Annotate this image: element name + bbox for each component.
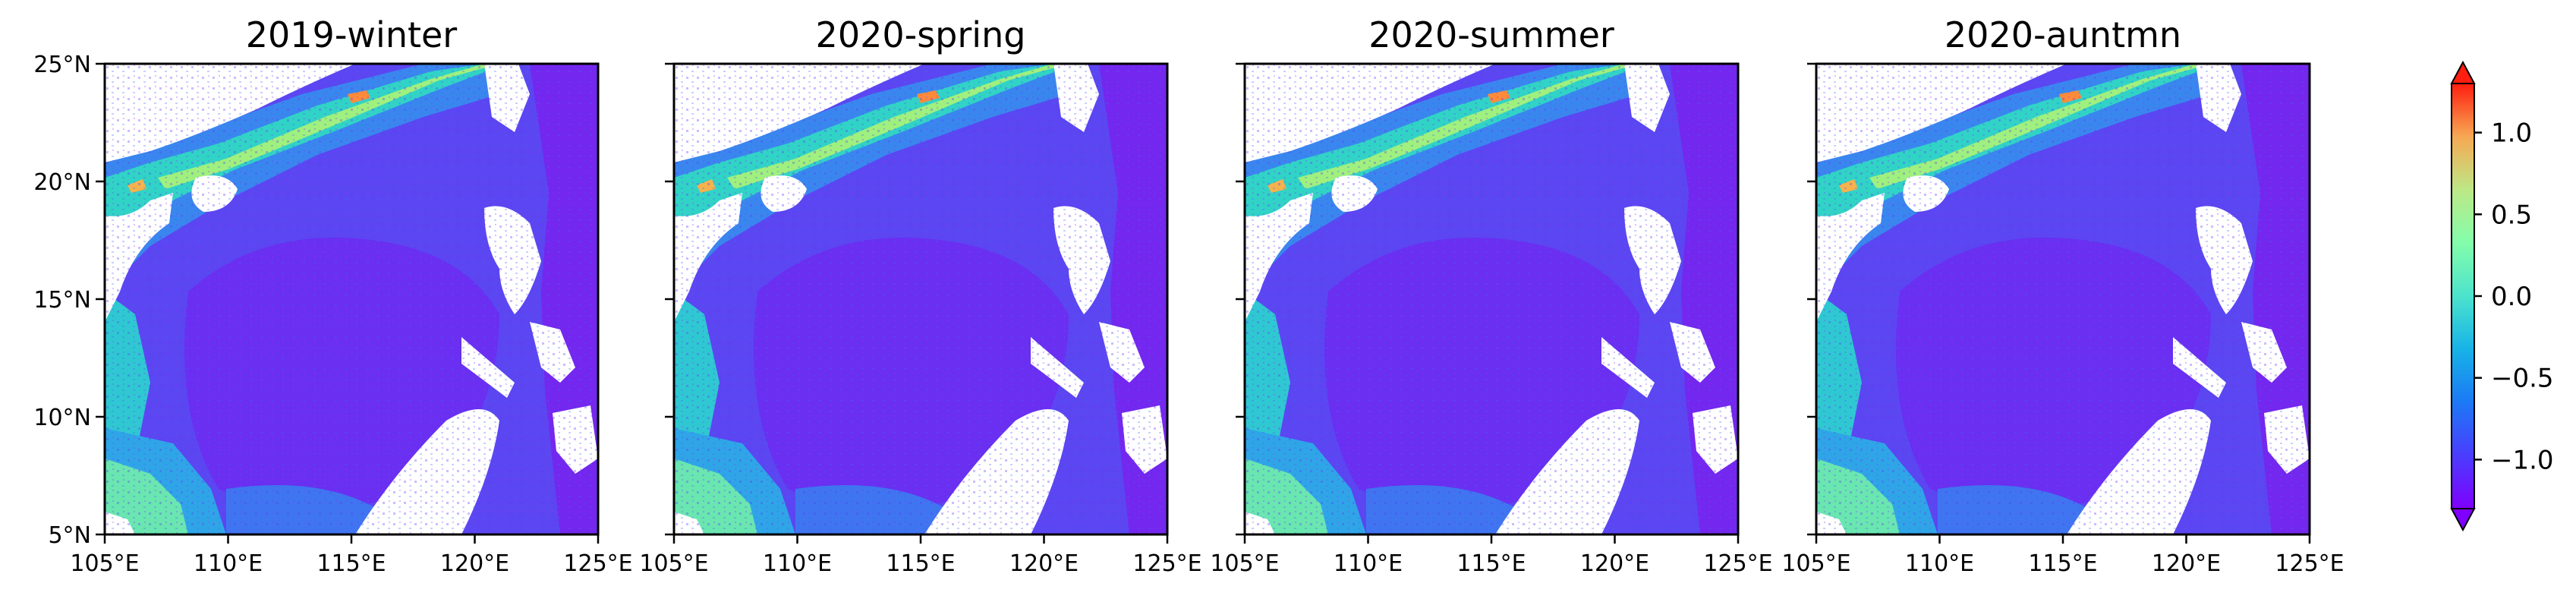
- colorbar-tick-label: 0.5: [2491, 200, 2532, 230]
- lon-tick-label: 105°E: [1781, 550, 1850, 577]
- colorbar-tick-label: −1.0: [2491, 445, 2554, 475]
- lon-tick-label: 115°E: [1456, 550, 1526, 577]
- lon-tick-label: 105°E: [70, 550, 139, 577]
- lon-tick-label: 110°E: [763, 550, 832, 577]
- lon-tick-label: 125°E: [2275, 550, 2344, 577]
- colorbar-extend-max: [2450, 60, 2476, 84]
- map-panel-4: 2020-auntmn 105°E 110°E 115°E 120°E 125°E: [1781, 14, 2344, 577]
- map-panel-3: 2020-summer 105°E 110°E 115°E 120°E 125°E: [1210, 14, 1772, 577]
- lon-tick-label: 110°E: [1905, 550, 1974, 577]
- map-image: [1816, 64, 2310, 534]
- lon-tick-label: 125°E: [563, 550, 632, 577]
- lat-tick-label: 10°N: [33, 405, 91, 431]
- lon-tick-label: 120°E: [1580, 550, 1649, 577]
- panel-title: 2019-winter: [246, 14, 458, 55]
- lon-tick-label: 105°E: [639, 550, 708, 577]
- panel-title: 2020-auntmn: [1945, 14, 2181, 55]
- panel-title: 2020-spring: [816, 14, 1026, 55]
- lon-tick-label: 125°E: [1132, 550, 1201, 577]
- map-image: [1245, 64, 1738, 534]
- lon-tick-label: 110°E: [1334, 550, 1403, 577]
- panels: 2019-winter 105°E 110°E 115°E 120°E 125°E 25°N…: [33, 14, 2344, 577]
- colorbar-gradient: [2451, 83, 2475, 509]
- colorbar: 1.0 0.5 0.0 −0.5 −1.0: [2450, 60, 2554, 532]
- lat-tick-label: 15°N: [33, 287, 91, 314]
- colorbar-tick-label: −0.5: [2491, 364, 2554, 394]
- lon-tick-label: 120°E: [440, 550, 509, 577]
- colorbar-tick-label: 0.0: [2491, 282, 2532, 312]
- map-image: [105, 64, 598, 534]
- lat-tick-label: 25°N: [33, 52, 91, 78]
- lon-tick-label: 115°E: [316, 550, 386, 577]
- lon-tick-label: 125°E: [1703, 550, 1772, 577]
- colorbar-extend-min: [2450, 508, 2476, 532]
- lat-tick-label: 5°N: [48, 522, 91, 549]
- lon-tick-label: 105°E: [1210, 550, 1279, 577]
- map-panel-2: 2020-spring 105°E 110°E 115°E 120°E 125°E: [639, 14, 1201, 577]
- colorbar-tick-label: 1.0: [2491, 118, 2532, 149]
- lon-tick-label: 110°E: [194, 550, 263, 577]
- map-panel-1: 2019-winter 105°E 110°E 115°E 120°E 125°E 25°N…: [33, 14, 632, 577]
- map-image: [674, 64, 1167, 534]
- lon-tick-label: 120°E: [1009, 550, 1079, 577]
- panel-title: 2020-summer: [1368, 14, 1614, 55]
- lat-tick-label: 20°N: [33, 169, 91, 196]
- lon-tick-label: 115°E: [886, 550, 955, 577]
- lon-tick-label: 115°E: [2028, 550, 2097, 577]
- lon-tick-label: 120°E: [2152, 550, 2221, 577]
